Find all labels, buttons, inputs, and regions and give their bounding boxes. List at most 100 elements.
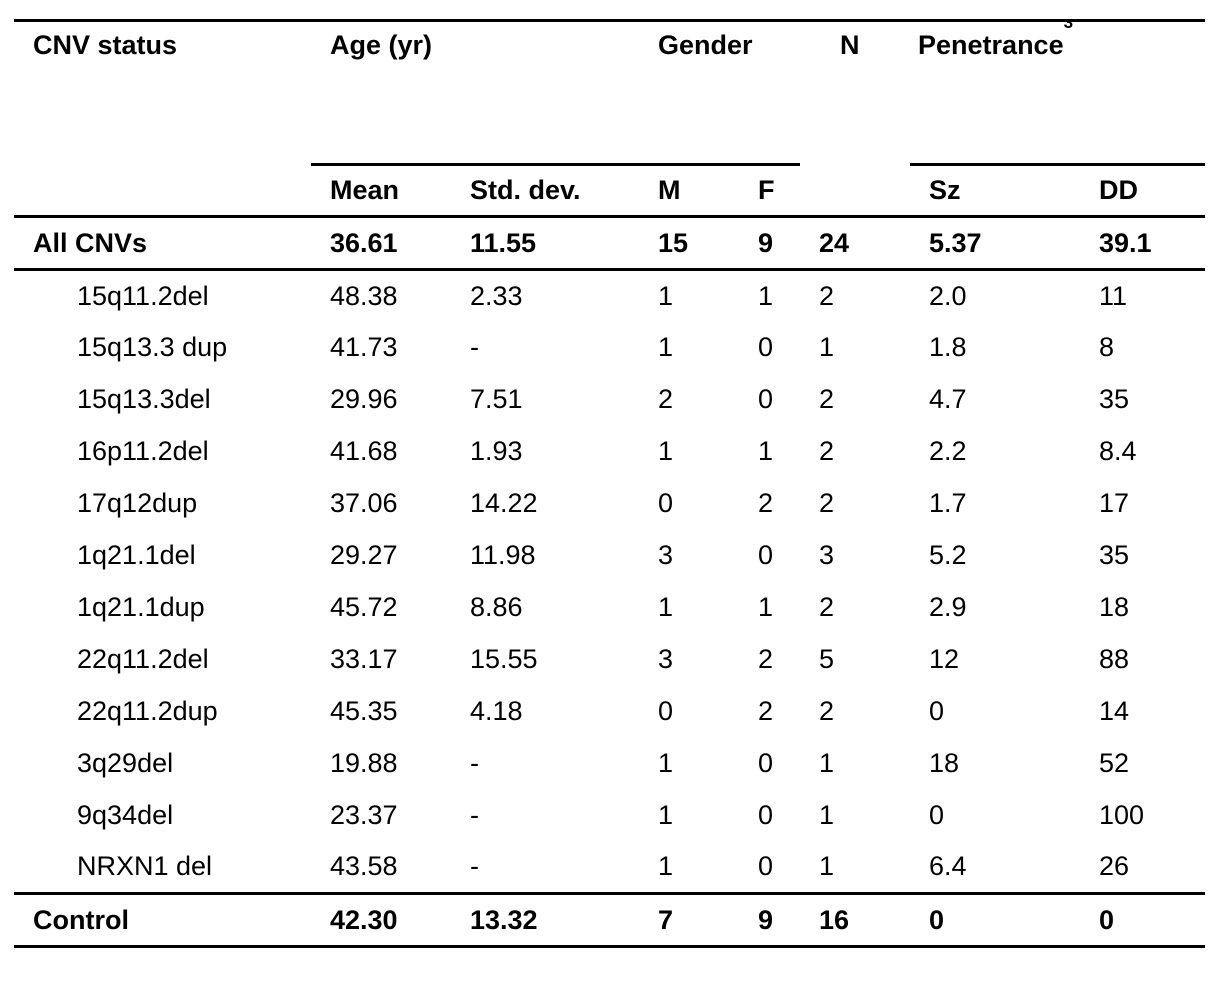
row-label: 16p11.2del	[77, 436, 209, 466]
table-row: NRXN1 del 43.58 - 1 0 1 6.4 26	[14, 841, 1206, 895]
cell-n: 16	[800, 893, 911, 948]
row-label: 17q12dup	[77, 488, 198, 518]
cell-std-dev: 11.98	[470, 540, 536, 570]
cell-dd: 35	[1099, 540, 1130, 570]
cell-mean: 43.58	[311, 841, 451, 895]
table-row-control: Control 42.30 13.32 7 9 16 0 0	[14, 893, 1206, 948]
cell-female: 0	[758, 384, 774, 414]
cell-female: 2	[758, 644, 774, 674]
table-row: 1q21.1dup 45.72 8.86 1 1 2 2.9 18	[14, 582, 1205, 634]
cell-sz: 1.8	[929, 332, 967, 362]
cell-male: 1	[658, 280, 674, 311]
cell-mean: 37.06	[330, 488, 398, 518]
cell-male: 7	[639, 893, 740, 948]
table-row: 15q11.2del 48.38 2.33 1 1 2 2.0 11	[14, 270, 1205, 322]
table-row: 17q12dup 37.06 14.22 0 2 2 1.7 17	[14, 478, 1205, 530]
cell-dd: 8	[1099, 332, 1115, 362]
cell-male: 1	[658, 800, 674, 830]
cell-male: 1	[658, 748, 674, 778]
sub-header-female: F	[739, 164, 801, 218]
cell-std-dev: 15.55	[470, 644, 538, 674]
header-n: N	[840, 30, 860, 60]
cell-female: 1	[758, 436, 774, 466]
cell-n: 1	[819, 332, 835, 362]
cell-n: 2	[819, 488, 835, 518]
cell-n: 2	[819, 696, 835, 726]
cell-n: 1	[800, 841, 911, 895]
cell-mean: 48.38	[330, 280, 398, 311]
cell-dd: 14	[1099, 696, 1130, 726]
cell-mean: 42.30	[311, 893, 451, 948]
sub-header-row: Mean Std. dev. M F Sz DD	[14, 164, 1206, 218]
row-label: 3q29del	[77, 748, 174, 778]
row-label: 1q21.1del	[77, 540, 196, 570]
row-label: 15q11.2del	[77, 280, 209, 311]
cell-mean: 29.96	[330, 384, 398, 414]
cell-female: 0	[758, 540, 774, 570]
cell-n: 3	[819, 540, 835, 570]
cell-mean: 19.88	[330, 748, 398, 778]
sub-header-dd: DD	[1080, 164, 1206, 218]
sub-header-std-dev: Std. dev.	[451, 164, 640, 218]
cell-female: 2	[758, 696, 774, 726]
cell-n: 5	[819, 644, 835, 674]
cell-std-dev: 1.93	[470, 436, 523, 466]
cell-n: 2	[819, 592, 835, 622]
cell-sz: 1.7	[929, 488, 967, 518]
cell-female: 9	[739, 216, 801, 271]
penetrance-footnote-marker: 3	[1063, 20, 1074, 32]
sub-header-empty	[14, 164, 311, 218]
cell-mean: 23.37	[330, 800, 398, 830]
cell-male: 1	[639, 841, 740, 895]
cell-n: 1	[819, 748, 835, 778]
header-penetrance-group: Penetrance3	[910, 20, 1206, 166]
cell-std-dev: -	[470, 800, 479, 830]
cell-std-dev: 8.86	[470, 592, 523, 622]
cell-n: 2	[819, 436, 835, 466]
cell-female: 0	[739, 841, 801, 895]
cell-sz: 0	[910, 893, 1081, 948]
table-row: 15q13.3 dup 41.73 - 1 0 1 1.8 8	[14, 322, 1205, 374]
row-label: 22q11.2del	[77, 644, 209, 674]
cell-std-dev: -	[470, 748, 479, 778]
cell-n: 2	[819, 280, 835, 311]
table-row: 22q11.2del 33.17 15.55 3 2 5 12 88	[14, 634, 1205, 686]
cell-female: 1	[758, 280, 774, 311]
cell-n: 1	[819, 800, 835, 830]
cell-sz: 5.2	[929, 540, 967, 570]
cell-female: 2	[758, 488, 774, 518]
cell-male: 1	[658, 332, 674, 362]
cell-male: 15	[639, 216, 740, 271]
header-age-group: Age (yr)	[311, 20, 640, 166]
cell-sz: 0	[929, 800, 945, 830]
sub-header-sz: Sz	[910, 164, 1081, 218]
cell-dd: 18	[1099, 592, 1130, 622]
cell-std-dev: -	[470, 332, 479, 362]
cell-std-dev: 7.51	[470, 384, 523, 414]
cell-mean: 41.73	[330, 332, 398, 362]
cell-dd: 88	[1099, 644, 1130, 674]
cell-mean: 45.35	[330, 696, 398, 726]
cell-sz: 2.0	[929, 280, 967, 311]
cell-sz: 18	[929, 748, 960, 778]
table-row: 9q34del 23.37 - 1 0 1 0 100	[14, 790, 1205, 842]
table-row: 16p11.2del 41.68 1.93 1 1 2 2.2 8.4	[14, 426, 1205, 478]
row-label: Control	[14, 893, 311, 948]
cnv-demographics-table-container: CNV status Age (yr) Gender N Penetrance3…	[14, 19, 1206, 948]
cell-dd: 100	[1099, 800, 1145, 830]
cell-male: 1	[658, 436, 674, 466]
table-row: 15q13.3del 29.96 7.51 2 0 2 4.7 35	[14, 374, 1205, 426]
cell-n: 2	[819, 384, 835, 414]
cell-dd: 35	[1099, 384, 1130, 414]
cell-sz: 4.7	[929, 384, 967, 414]
cell-female: 1	[758, 592, 774, 622]
cell-dd: 8.4	[1099, 436, 1137, 466]
cell-std-dev: 4.18	[470, 696, 523, 726]
table-row: 22q11.2dup 45.35 4.18 0 2 2 0 14	[14, 686, 1205, 738]
cell-std-dev: -	[451, 841, 640, 895]
cell-sz: 12	[929, 644, 960, 674]
cell-mean: 45.72	[330, 592, 398, 622]
header-gender-group: Gender	[639, 20, 801, 166]
cell-female: 9	[739, 893, 801, 948]
cell-dd: 0	[1080, 893, 1206, 948]
